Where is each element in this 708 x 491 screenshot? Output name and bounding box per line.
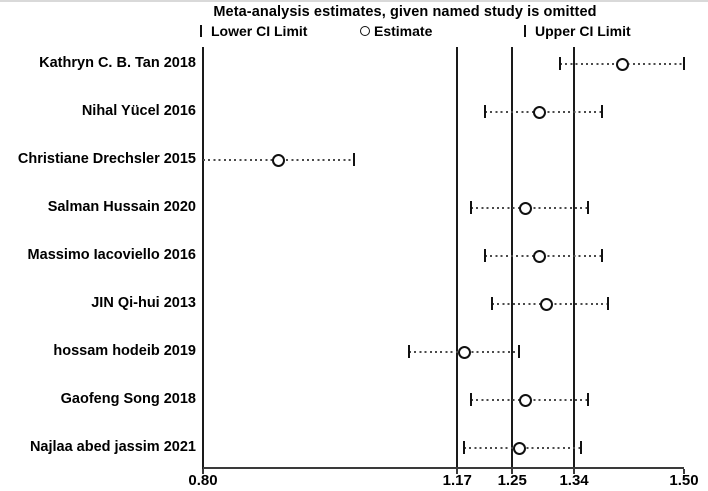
ci-upper-marker <box>586 201 589 214</box>
legend-label-upper-ci: Upper CI Limit <box>535 23 631 39</box>
study-label: Nihal Yücel 2016 <box>81 103 196 119</box>
x-axis-tick-label: 1.25 <box>497 472 527 489</box>
study-label: Gaofeng Song 2018 <box>60 391 196 407</box>
ci-lower-marker <box>483 105 486 118</box>
x-axis-tick <box>202 469 204 474</box>
plot-left-border <box>202 47 204 474</box>
estimate-marker-icon <box>533 105 547 119</box>
study-label: hossam hodeib 2019 <box>53 343 196 359</box>
x-axis-tick <box>683 469 685 474</box>
estimate-marker-icon <box>519 201 533 215</box>
legend-label-estimate: Estimate <box>374 23 433 39</box>
ci-upper-marker <box>607 297 610 310</box>
estimate-marker-icon <box>519 393 533 407</box>
x-axis-tick <box>573 469 576 474</box>
ci-upper-marker <box>600 249 603 262</box>
legend-item-upper-ci: Upper CI Limit <box>524 23 631 39</box>
x-axis-tick-label: 1.50 <box>669 472 699 489</box>
study-label: JIN Qi-hui 2013 <box>91 295 196 311</box>
study-label: Kathryn C. B. Tan 2018 <box>39 55 196 71</box>
study-label: Salman Hussain 2020 <box>47 199 196 215</box>
chart-title: Meta-analysis estimates, given named stu… <box>213 4 597 20</box>
lower-ci-pipe-icon <box>200 25 202 37</box>
estimate-marker-icon <box>512 441 526 455</box>
reference-line <box>573 47 576 469</box>
estimate-circle-icon <box>360 26 370 36</box>
study-label: Christiane Drechsler 2015 <box>17 151 196 167</box>
ci-upper-marker <box>600 105 603 118</box>
ci-upper-marker <box>586 393 589 406</box>
estimate-marker-icon <box>272 153 286 167</box>
ci-lower-marker <box>469 393 472 406</box>
legend-label-lower-ci: Lower CI Limit <box>211 23 308 39</box>
legend-item-estimate: Estimate <box>360 23 432 39</box>
x-axis-tick-label: 0.80 <box>188 472 218 489</box>
x-axis-tick <box>511 469 514 474</box>
study-label: Najlaa abed jassim 2021 <box>29 439 196 455</box>
ci-lower-marker <box>408 345 411 358</box>
ci-lower-marker <box>483 249 486 262</box>
study-label: Massimo Iacoviello 2016 <box>27 247 196 263</box>
x-axis-tick <box>456 469 459 474</box>
estimate-marker-icon <box>540 297 554 311</box>
ci-upper-marker <box>518 345 521 358</box>
estimate-marker-icon <box>533 249 547 263</box>
ci-upper-marker <box>579 441 582 454</box>
x-axis-tick-label: 1.34 <box>559 472 589 489</box>
x-axis-tick-label: 1.17 <box>442 472 472 489</box>
ci-lower-marker <box>463 441 466 454</box>
ci-lower-marker <box>559 57 562 70</box>
estimate-marker-icon <box>457 345 471 359</box>
ci-upper-marker <box>683 57 685 70</box>
ci-lower-marker <box>469 201 472 214</box>
legend-item-lower-ci: Lower CI Limit <box>200 23 307 39</box>
reference-line <box>511 47 514 469</box>
ci-lower-marker <box>490 297 493 310</box>
reference-line <box>456 47 459 469</box>
upper-ci-pipe-icon <box>524 25 526 37</box>
ci-upper-marker <box>353 153 356 166</box>
plot-area <box>202 47 685 474</box>
estimate-marker-icon <box>615 57 629 71</box>
x-axis-line <box>203 467 684 469</box>
